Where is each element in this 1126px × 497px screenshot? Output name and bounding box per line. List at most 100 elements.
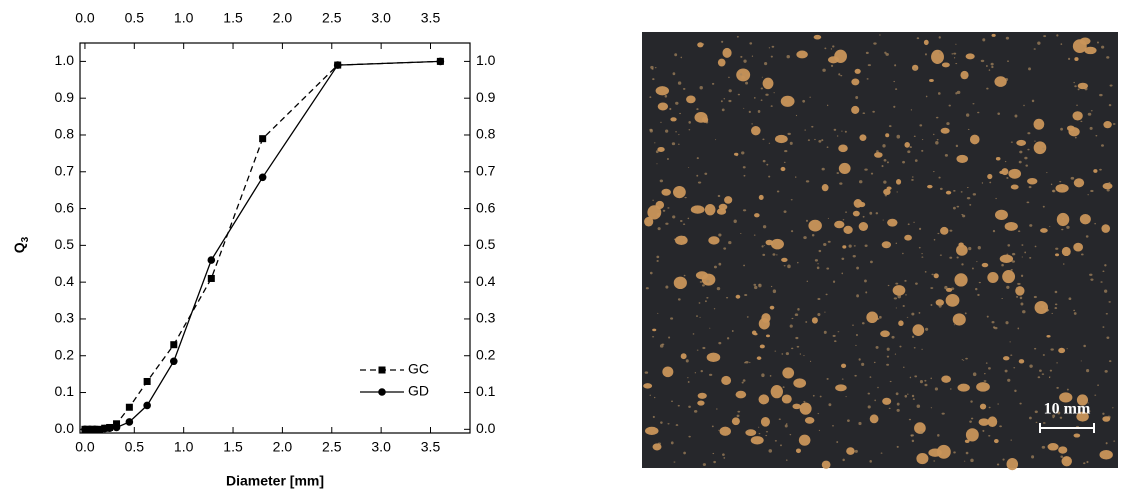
particle (688, 381, 690, 383)
particle (833, 281, 835, 283)
particle (812, 317, 818, 323)
particle (837, 135, 838, 136)
particle (999, 425, 1002, 427)
particle (734, 153, 738, 156)
particle (847, 419, 850, 422)
particle (966, 53, 975, 59)
particle (771, 56, 773, 58)
particle (1078, 88, 1080, 90)
particle (994, 76, 1006, 87)
particle (936, 117, 938, 119)
particle (1058, 446, 1067, 453)
particle (1038, 376, 1041, 378)
particle (656, 86, 669, 95)
y-tick-label-right: 0.9 (476, 89, 496, 105)
particle (662, 366, 673, 377)
particle (1113, 123, 1116, 125)
particle (805, 129, 806, 130)
particle (823, 243, 826, 246)
particle (870, 414, 879, 423)
particle (784, 150, 787, 152)
particle (1071, 177, 1075, 180)
y-tick-label: 0.3 (55, 310, 75, 326)
particle (989, 69, 991, 71)
particle (773, 289, 776, 293)
particle (721, 376, 731, 385)
particle (653, 416, 655, 418)
particle (667, 158, 669, 160)
particle (972, 268, 974, 270)
particle (1003, 356, 1009, 360)
particle (1104, 264, 1106, 266)
x-tick-label-top: 1.5 (223, 10, 243, 26)
particle (698, 393, 707, 399)
particle (724, 98, 725, 99)
particle (940, 255, 942, 256)
particle (1061, 188, 1063, 189)
particle (718, 233, 721, 236)
particle (775, 440, 777, 441)
particle (907, 317, 909, 318)
particle (796, 115, 797, 116)
particle (982, 430, 984, 432)
particle (654, 142, 655, 143)
particle (814, 139, 816, 140)
particle (970, 459, 973, 463)
particle (797, 308, 799, 311)
particle (1011, 141, 1013, 142)
particle (1021, 244, 1023, 246)
particle (888, 285, 890, 286)
particle (736, 69, 750, 82)
particle (996, 157, 1001, 160)
particle (674, 53, 677, 56)
particle (994, 327, 997, 329)
particle (688, 167, 689, 168)
particle (912, 324, 924, 336)
particle (991, 63, 994, 66)
particle (757, 356, 762, 360)
particle (759, 195, 764, 200)
particle (1035, 246, 1037, 248)
particle (870, 261, 873, 264)
particle (1022, 310, 1026, 313)
particle (939, 36, 941, 39)
particle (1087, 194, 1089, 195)
particle (653, 443, 662, 450)
marker (143, 402, 151, 410)
particle (1108, 182, 1110, 184)
particle (745, 82, 748, 85)
particle (1090, 127, 1093, 130)
particle (882, 398, 891, 405)
marker (259, 173, 267, 181)
particle (817, 263, 819, 264)
particle (827, 146, 829, 148)
particle (942, 62, 950, 67)
particle (803, 355, 804, 356)
particle (680, 220, 683, 222)
particle (843, 219, 845, 220)
particle (1033, 119, 1044, 130)
particle (683, 88, 686, 90)
particle (898, 320, 903, 326)
particle (908, 223, 910, 225)
particle (657, 313, 658, 314)
particle (811, 126, 813, 128)
marker (106, 424, 114, 432)
particle (1104, 289, 1107, 292)
particle (687, 377, 688, 378)
particle (740, 56, 742, 58)
particle (933, 134, 934, 135)
particle (897, 446, 899, 448)
particle (810, 361, 811, 362)
particle (1062, 247, 1071, 256)
particle (999, 171, 1004, 174)
particle (1088, 113, 1092, 116)
particle (1068, 58, 1070, 60)
particle (902, 253, 904, 254)
particle (937, 233, 939, 234)
particle (802, 100, 805, 103)
particle (674, 461, 676, 462)
particle (915, 159, 918, 162)
particle (949, 230, 952, 232)
particle (954, 273, 967, 286)
